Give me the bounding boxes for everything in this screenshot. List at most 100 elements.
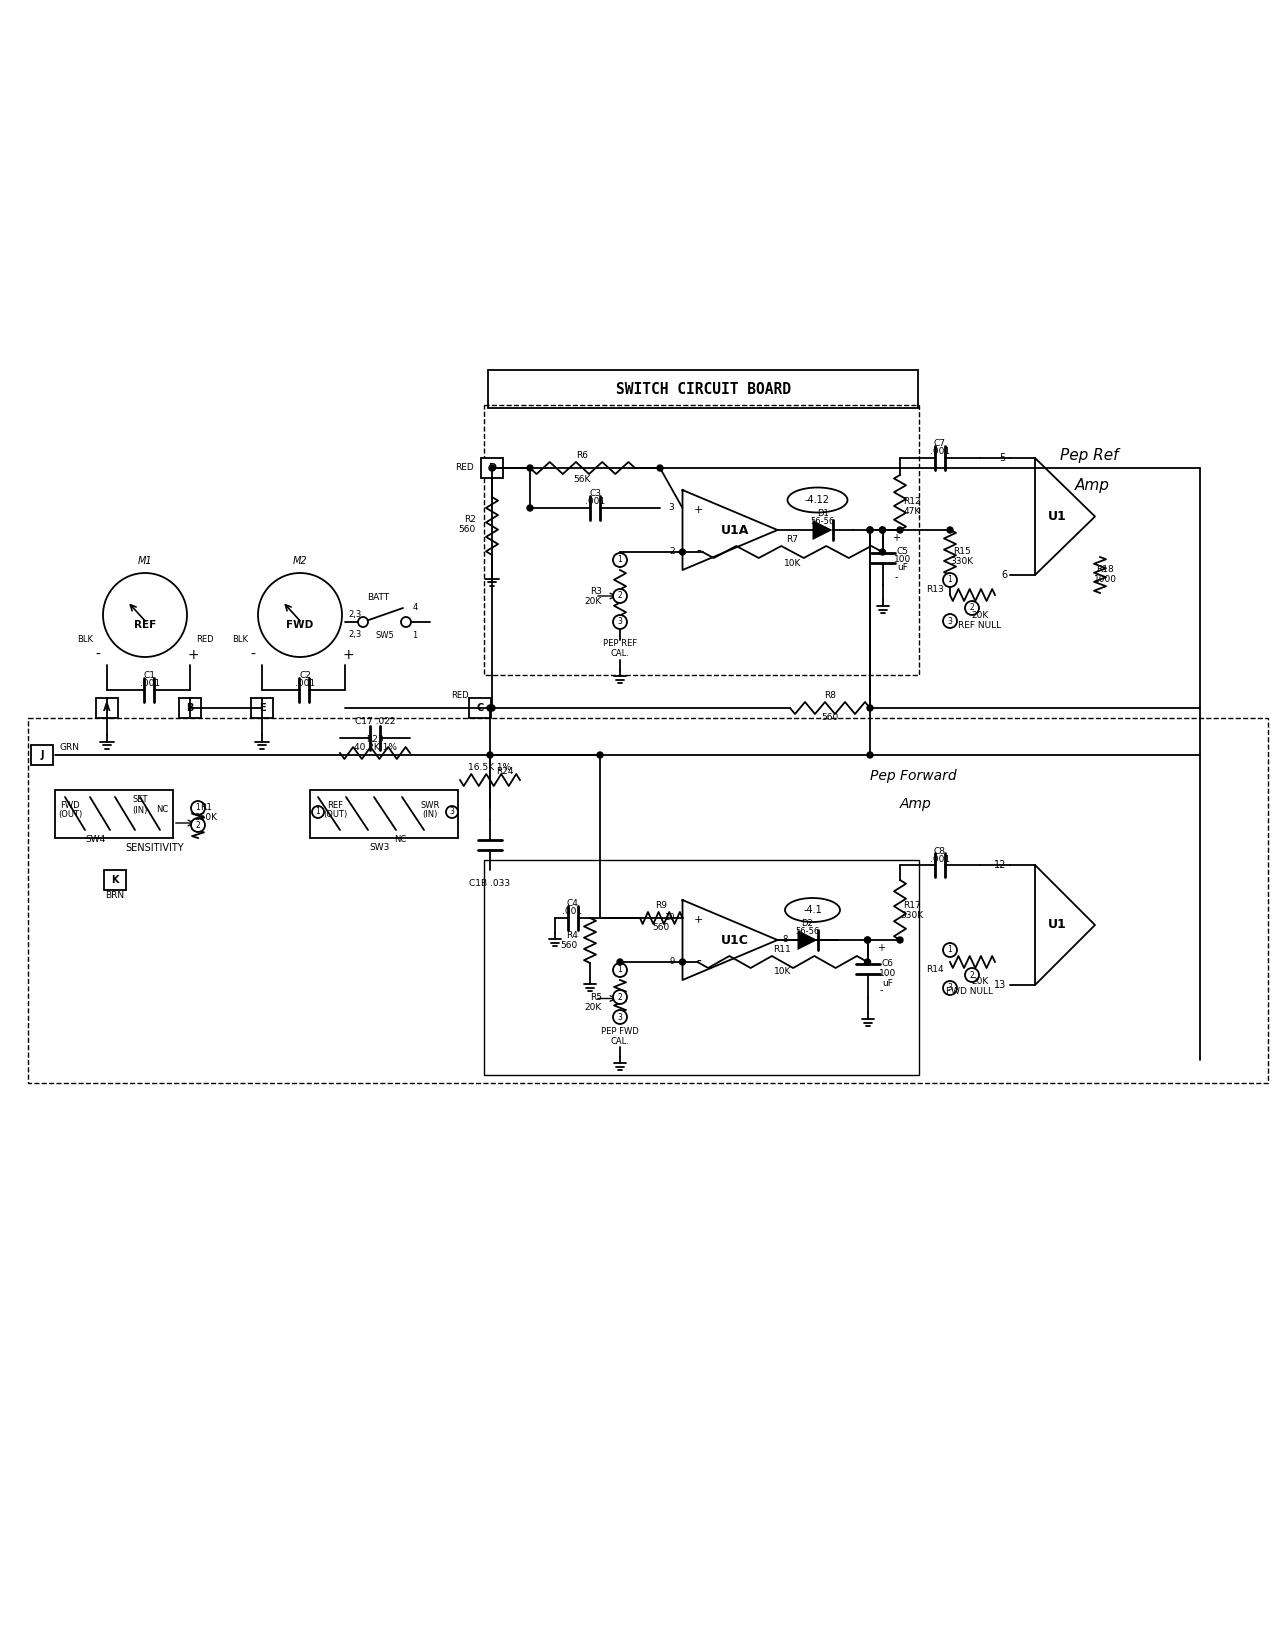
Text: FWD NULL: FWD NULL [946, 988, 993, 996]
Text: 20K: 20K [585, 598, 602, 606]
Text: SWITCH CIRCUIT BOARD: SWITCH CIRCUIT BOARD [616, 382, 790, 397]
Text: R24: R24 [496, 768, 514, 776]
Text: PEP FWD: PEP FWD [601, 1028, 639, 1036]
Text: R23: R23 [366, 735, 384, 743]
Text: C: C [477, 703, 483, 713]
Text: R12: R12 [903, 497, 921, 507]
Text: R4
560: R4 560 [561, 931, 578, 950]
Bar [105, 870, 126, 889]
Text: 3: 3 [947, 616, 952, 626]
Bar [484, 405, 919, 675]
Text: +: + [877, 944, 886, 954]
Circle shape [312, 805, 324, 819]
Text: U1: U1 [1048, 511, 1066, 524]
Text: 100: 100 [894, 555, 912, 563]
Text: R9: R9 [655, 901, 667, 911]
Circle shape [680, 959, 686, 965]
Text: uF: uF [898, 563, 908, 572]
Text: B: B [186, 703, 194, 713]
Text: NC: NC [156, 805, 168, 815]
Circle shape [613, 590, 627, 603]
Text: -4.12: -4.12 [805, 496, 830, 506]
Text: 2,3: 2,3 [348, 631, 362, 639]
Bar [96, 698, 119, 718]
Circle shape [864, 937, 871, 944]
Text: C8: C8 [935, 847, 946, 855]
Text: 2: 2 [969, 970, 974, 980]
Text: 3: 3 [450, 807, 454, 817]
Circle shape [867, 527, 873, 534]
Circle shape [258, 573, 342, 657]
Text: .001: .001 [585, 497, 606, 507]
Circle shape [527, 506, 533, 511]
Text: R6: R6 [576, 451, 589, 461]
Text: 9: 9 [669, 957, 674, 967]
Text: U1C: U1C [722, 934, 748, 947]
Text: 4: 4 [412, 603, 418, 613]
Text: -: - [696, 955, 701, 968]
Circle shape [944, 982, 958, 995]
Text: R7: R7 [787, 535, 798, 545]
Circle shape [880, 548, 886, 555]
Circle shape [527, 464, 533, 471]
Circle shape [947, 527, 952, 534]
Bar [488, 371, 918, 408]
Text: .001: .001 [295, 679, 315, 687]
Text: R2: R2 [464, 516, 476, 524]
Text: 1: 1 [617, 555, 622, 565]
Text: R17: R17 [903, 901, 921, 911]
Circle shape [103, 573, 187, 657]
Circle shape [898, 527, 903, 534]
Text: C2: C2 [300, 670, 311, 680]
Text: 1: 1 [617, 965, 622, 975]
Text: 56-56: 56-56 [811, 517, 835, 527]
Text: C17 .022: C17 .022 [354, 718, 395, 726]
Text: (IN): (IN) [422, 809, 437, 819]
Text: 16.5K 1%: 16.5K 1% [468, 764, 511, 772]
Text: FWD: FWD [60, 800, 80, 809]
Text: REF: REF [134, 619, 156, 631]
Text: 56-56: 56-56 [796, 927, 820, 937]
Text: 2: 2 [969, 603, 974, 613]
Text: +: + [187, 647, 199, 662]
Text: -4.1: -4.1 [803, 904, 822, 916]
Text: 10: 10 [664, 914, 674, 922]
Text: R11: R11 [774, 945, 792, 955]
Text: D1: D1 [816, 509, 829, 519]
Polygon shape [797, 931, 817, 950]
Circle shape [867, 705, 873, 712]
Text: J: J [41, 749, 43, 759]
Circle shape [965, 601, 979, 614]
Text: 47K: 47K [904, 507, 921, 517]
Text: 56K: 56K [574, 476, 590, 484]
Text: +: + [892, 534, 900, 544]
Text: 2,3: 2,3 [348, 611, 362, 619]
Text: C6: C6 [881, 959, 894, 967]
Text: Pep Forward: Pep Forward [870, 769, 956, 782]
Text: (OUT): (OUT) [323, 809, 347, 819]
Text: 1: 1 [195, 804, 200, 812]
Circle shape [965, 968, 979, 982]
Bar [469, 698, 491, 718]
Text: 10K: 10K [774, 967, 792, 977]
Circle shape [487, 705, 493, 712]
Text: RED: RED [451, 692, 469, 700]
Text: .001: .001 [140, 679, 161, 687]
Text: .001: .001 [929, 448, 950, 456]
Text: BRN: BRN [106, 891, 125, 901]
Text: R8: R8 [824, 692, 836, 700]
Circle shape [880, 527, 886, 534]
Text: R18: R18 [1096, 565, 1114, 575]
Bar [481, 458, 504, 478]
Circle shape [864, 959, 871, 965]
Text: D2: D2 [802, 919, 813, 929]
Text: .001: .001 [929, 855, 950, 863]
Circle shape [446, 805, 458, 819]
Text: NC: NC [394, 835, 407, 845]
Text: 1000: 1000 [1094, 575, 1117, 585]
Text: +: + [694, 916, 704, 926]
Text: C7: C7 [935, 440, 946, 448]
Text: BLK: BLK [232, 636, 249, 644]
Circle shape [880, 527, 886, 534]
Text: U1A: U1A [720, 524, 750, 537]
